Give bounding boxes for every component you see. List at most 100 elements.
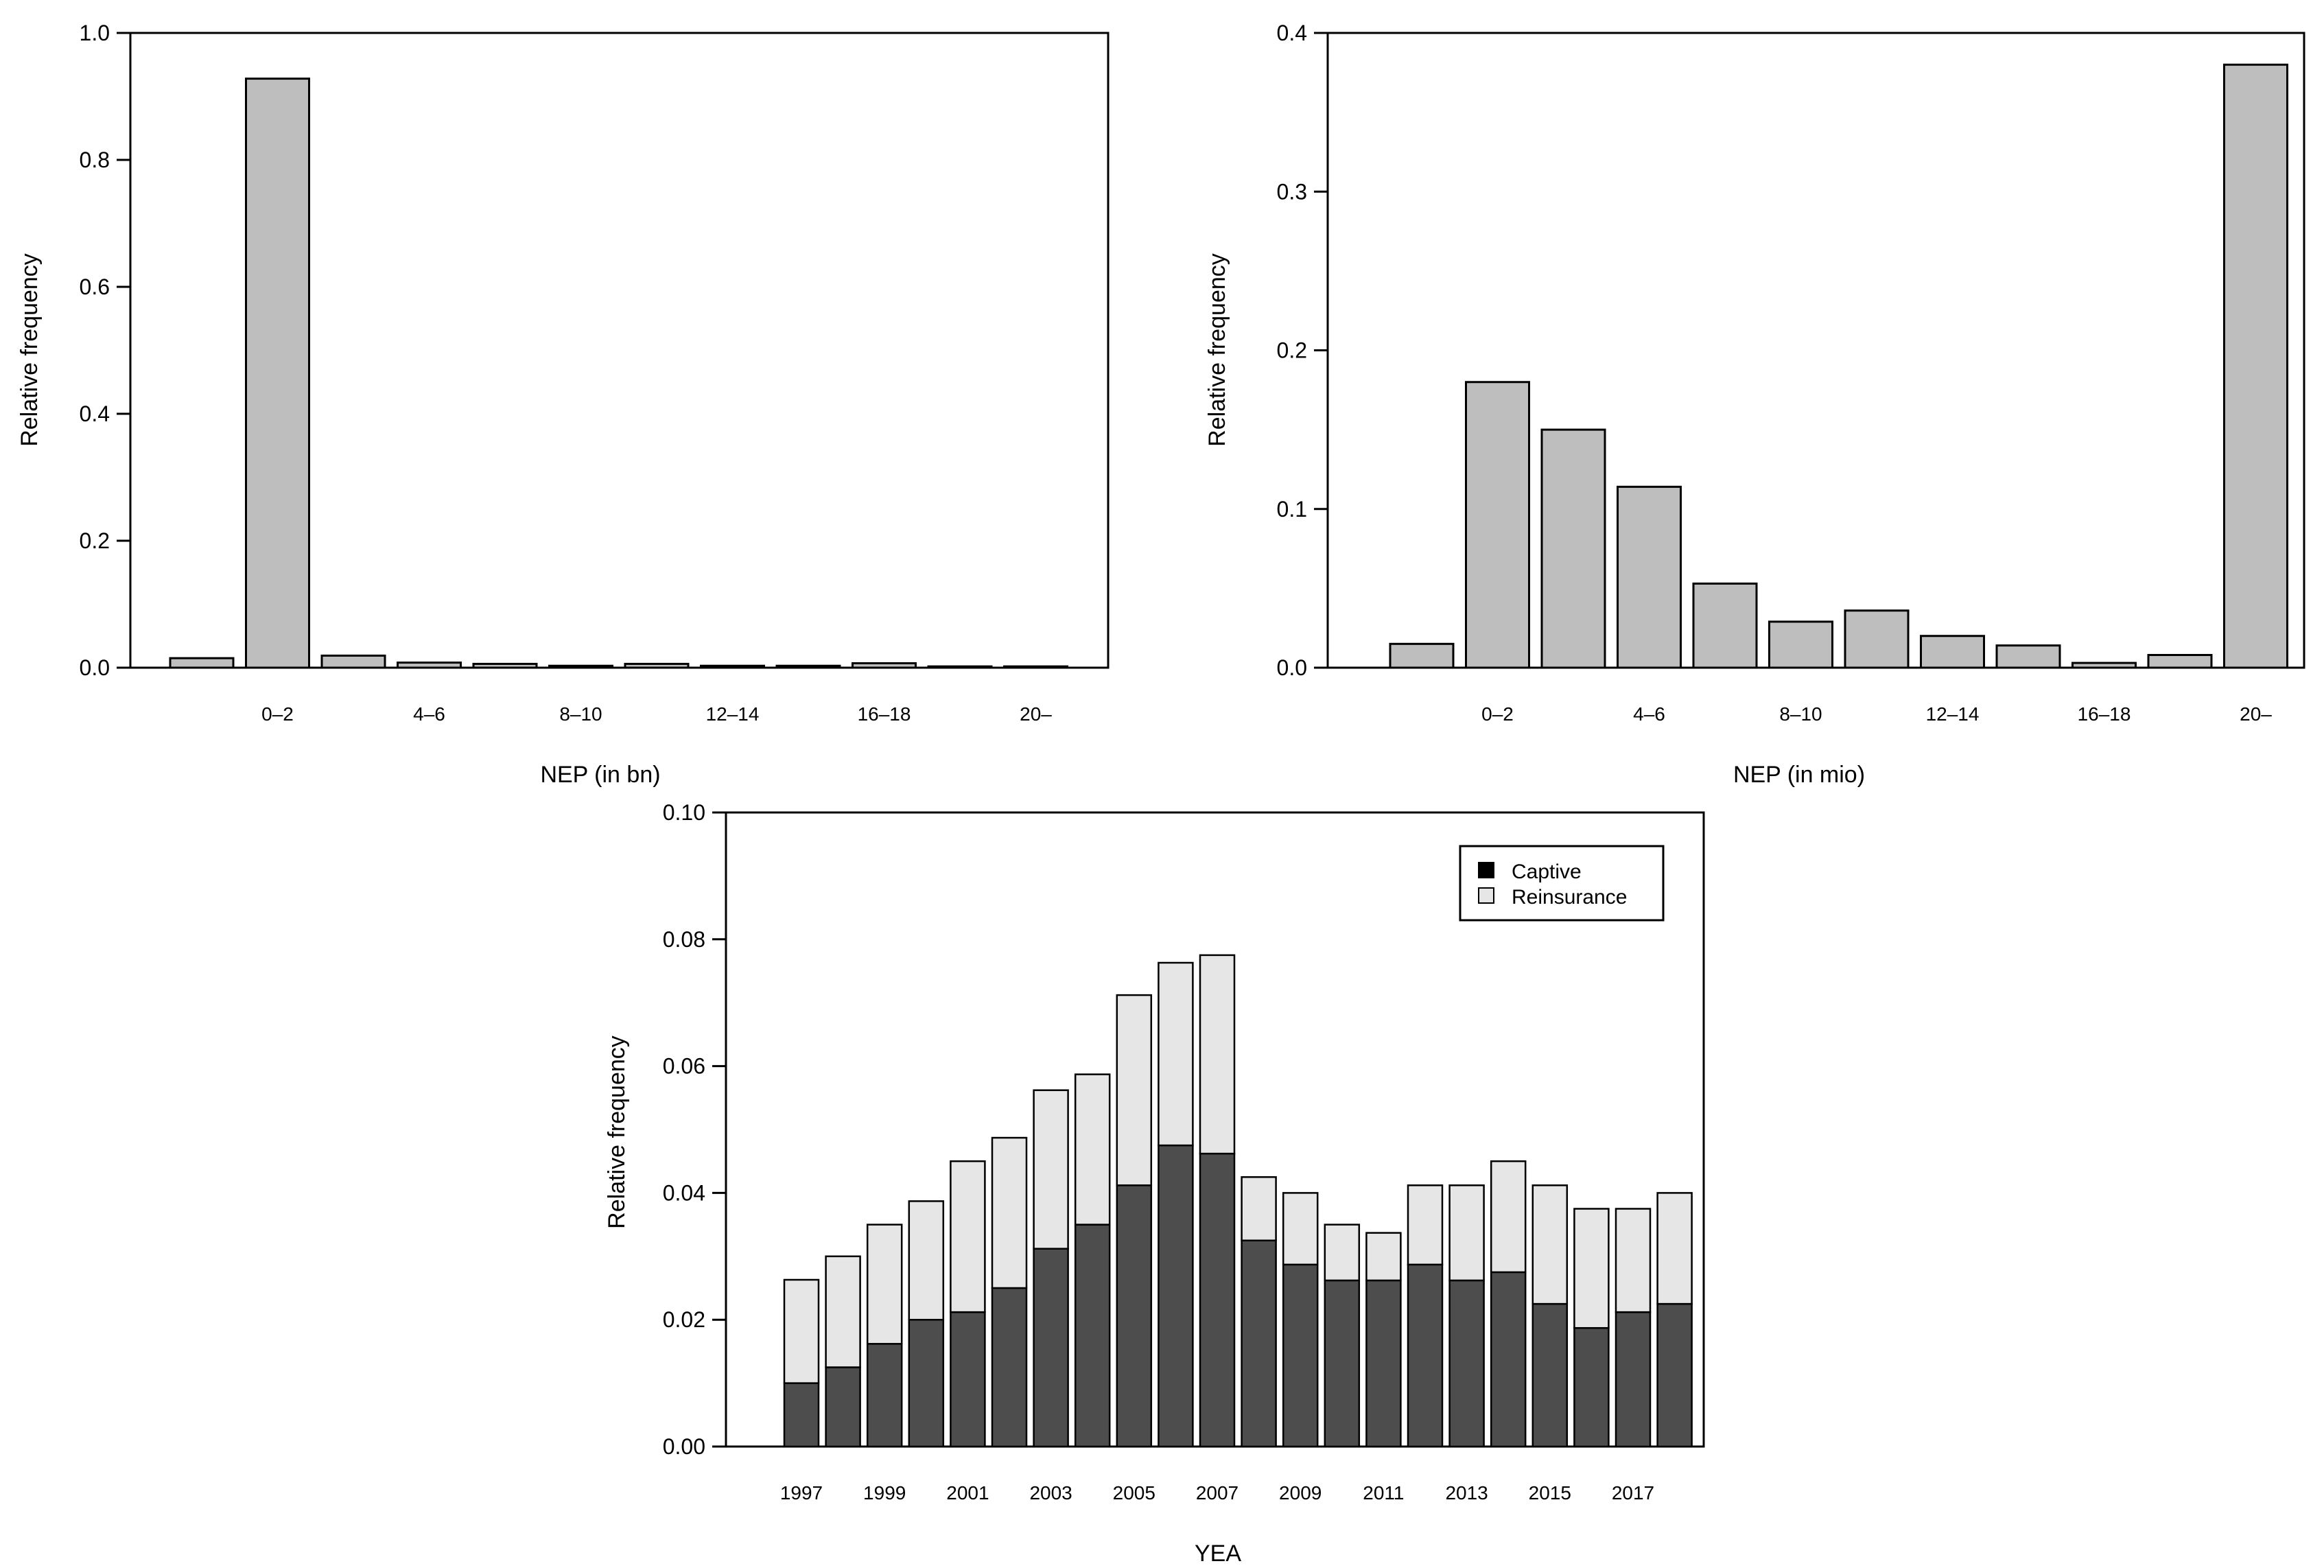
bar-captive-2013 bbox=[1448, 1279, 1485, 1448]
bar-captive-2004 bbox=[1074, 1224, 1111, 1448]
x-tick-label: 20– bbox=[2240, 703, 2272, 725]
x-tick-label: 2017 bbox=[1612, 1482, 1654, 1503]
bar-reinsurance-2007 bbox=[1199, 954, 1236, 1155]
y-axis-title: Relative frequency bbox=[1204, 253, 1230, 447]
bar-6 bbox=[624, 662, 690, 669]
bar-8 bbox=[775, 664, 841, 669]
bar-reinsurance-2016 bbox=[1573, 1208, 1610, 1329]
y-tick-label: 0.06 bbox=[663, 1054, 705, 1079]
bar-captive-2012 bbox=[1407, 1263, 1444, 1448]
y-tick-label: 0.0 bbox=[80, 655, 110, 680]
y-tick-label: 0.08 bbox=[663, 927, 705, 952]
x-tick-label: 2001 bbox=[946, 1482, 989, 1503]
bar-7 bbox=[700, 664, 765, 669]
bar-reinsurance-2009 bbox=[1282, 1192, 1319, 1266]
bar-captive-2009 bbox=[1282, 1263, 1319, 1448]
bar-captive-1998 bbox=[825, 1366, 861, 1448]
bar-9 bbox=[2071, 662, 2137, 669]
bar-7 bbox=[1920, 635, 1985, 669]
x-tick-label: 4–6 bbox=[1633, 703, 1665, 725]
bar-4 bbox=[1692, 582, 1758, 669]
bar-reinsurance-2014 bbox=[1490, 1160, 1527, 1274]
x-axis-title: NEP (in bn) bbox=[540, 762, 660, 788]
bar-10 bbox=[927, 665, 993, 669]
bar-captive-1999 bbox=[866, 1343, 903, 1448]
x-tick-label: 12–14 bbox=[1926, 703, 1980, 725]
x-tick-label: 2003 bbox=[1029, 1482, 1072, 1503]
y-tick-label: 0.8 bbox=[80, 148, 110, 172]
y-tick-label: 0.3 bbox=[1277, 179, 1307, 204]
bar-4 bbox=[472, 662, 538, 669]
bar-10 bbox=[2147, 654, 2213, 669]
bar-reinsurance-2002 bbox=[991, 1136, 1028, 1289]
bar-reinsurance-1997 bbox=[783, 1278, 820, 1384]
bar-6 bbox=[1844, 609, 1910, 669]
chart-nep-mio: Relative frequency NEP (in mio) 0.0 0.1 0.… bbox=[1204, 21, 2305, 788]
bar-1 bbox=[245, 78, 310, 669]
x-tick-label: 16–18 bbox=[2078, 703, 2131, 725]
bar-3 bbox=[1617, 485, 1682, 669]
bar-captive-1997 bbox=[783, 1382, 820, 1448]
bar-captive-2006 bbox=[1158, 1144, 1194, 1448]
bar-reinsurance-2012 bbox=[1407, 1184, 1444, 1266]
bar-reinsurance-2017 bbox=[1615, 1208, 1652, 1313]
x-tick-label: 1997 bbox=[780, 1482, 823, 1503]
bar-reinsurance-2006 bbox=[1158, 961, 1194, 1147]
y-tick-label: 0.04 bbox=[663, 1180, 705, 1205]
y-tick-label: 0.2 bbox=[1277, 338, 1307, 363]
x-tick-label: 20– bbox=[1020, 703, 1052, 725]
x-tick-label: 2005 bbox=[1113, 1482, 1155, 1503]
y-tick-label: 0.02 bbox=[663, 1307, 705, 1332]
bar-9 bbox=[852, 662, 917, 669]
bar-reinsurance-2000 bbox=[908, 1200, 945, 1321]
bar-reinsurance-2011 bbox=[1365, 1232, 1402, 1282]
y-tick-label: 0.2 bbox=[80, 528, 110, 553]
bar-reinsurance-2010 bbox=[1324, 1224, 1361, 1282]
bar-5 bbox=[548, 664, 613, 669]
legend: Captive Reinsurance bbox=[1459, 845, 1665, 922]
bar-captive-2000 bbox=[908, 1318, 945, 1448]
x-tick-label: 16–18 bbox=[858, 703, 911, 725]
legend-label-reinsurance: Reinsurance bbox=[1512, 886, 1627, 909]
bar-captive-2008 bbox=[1241, 1239, 1277, 1448]
y-tick-label: 0.4 bbox=[1277, 21, 1307, 45]
bar-reinsurance-2003 bbox=[1033, 1089, 1069, 1250]
bar-2 bbox=[1540, 428, 1606, 669]
bar-captive-2017 bbox=[1615, 1311, 1652, 1448]
bar-captive-2018 bbox=[1656, 1302, 1693, 1448]
bar-11 bbox=[2223, 63, 2288, 669]
bar-reinsurance-2005 bbox=[1116, 994, 1153, 1186]
bar-1 bbox=[1465, 381, 1530, 669]
y-tick-label: 0.10 bbox=[663, 800, 705, 825]
bar-0 bbox=[1389, 642, 1455, 669]
bar-reinsurance-2013 bbox=[1448, 1184, 1485, 1282]
bar-captive-2010 bbox=[1324, 1279, 1361, 1448]
legend-swatch-reinsurance bbox=[1478, 887, 1494, 904]
bar-reinsurance-1999 bbox=[866, 1224, 903, 1345]
x-tick-label: 0–2 bbox=[1481, 703, 1514, 725]
bar-11 bbox=[1003, 665, 1068, 669]
x-tick-label: 2009 bbox=[1279, 1482, 1322, 1503]
bar-2 bbox=[320, 654, 386, 669]
y-tick-label: 0.1 bbox=[1277, 497, 1307, 522]
y-tick-label: 0.00 bbox=[663, 1434, 705, 1459]
x-tick-label: 1999 bbox=[863, 1482, 906, 1503]
bar-3 bbox=[397, 662, 462, 669]
y-axis-title: Relative frequency bbox=[604, 1035, 630, 1229]
x-tick-label: 2007 bbox=[1196, 1482, 1239, 1503]
y-tick-label: 0.4 bbox=[80, 401, 110, 426]
bar-captive-2005 bbox=[1116, 1184, 1153, 1448]
bar-captive-2014 bbox=[1490, 1271, 1527, 1448]
y-axis-title: Relative frequency bbox=[16, 253, 43, 447]
legend-box bbox=[1459, 845, 1665, 922]
legend-swatch-captive bbox=[1478, 862, 1494, 878]
x-tick-label: 0–2 bbox=[261, 703, 294, 725]
chart-nep-bn: Relative frequency NEP (in bn) 0.0 0.2 0.4… bbox=[16, 21, 1110, 788]
bar-0 bbox=[169, 657, 235, 669]
chart-yea: Relative frequency YEA Captive Reinsuran… bbox=[604, 800, 1705, 1567]
y-tick-label: 1.0 bbox=[80, 21, 110, 45]
bar-reinsurance-2008 bbox=[1241, 1176, 1277, 1241]
x-tick-label: 2013 bbox=[1445, 1482, 1488, 1503]
x-tick-label: 8–10 bbox=[1779, 703, 1822, 725]
